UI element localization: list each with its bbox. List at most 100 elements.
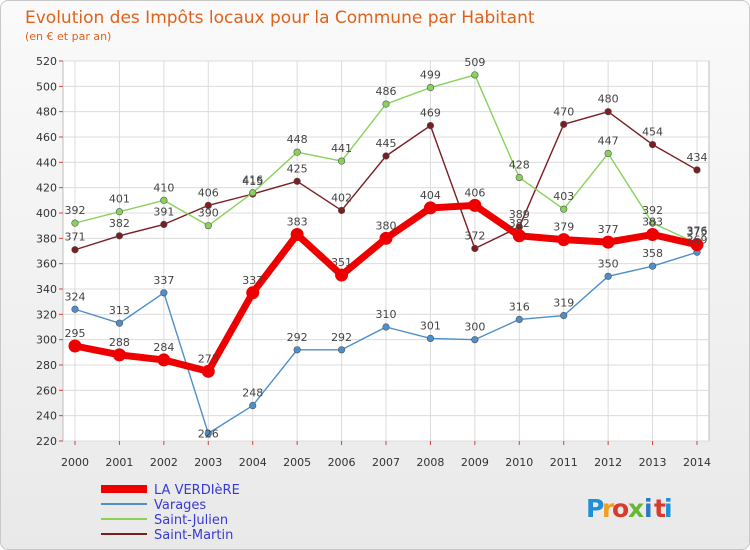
data-point	[115, 319, 124, 327]
data-label: 316	[509, 300, 530, 313]
data-label: 313	[109, 304, 130, 317]
data-point	[515, 315, 523, 324]
data-label: 375	[687, 226, 708, 239]
data-point	[337, 346, 346, 354]
data-label: 310	[376, 308, 397, 321]
data-point	[382, 152, 390, 160]
data-label: 469	[420, 107, 441, 120]
data-label: 383	[287, 216, 308, 229]
data-point	[293, 346, 301, 354]
data-point	[560, 312, 568, 320]
data-point	[335, 268, 349, 282]
data-label: 404	[420, 189, 441, 202]
x-tick-label: 2011	[550, 456, 578, 469]
data-point	[71, 219, 79, 227]
data-label: 447	[598, 134, 619, 147]
data-label: 403	[553, 190, 574, 203]
data-point	[648, 262, 657, 270]
data-point	[204, 201, 212, 209]
data-point	[426, 83, 435, 92]
data-label: 406	[198, 186, 219, 199]
data-point	[604, 272, 612, 280]
data-label: 337	[242, 274, 263, 287]
data-label: 406	[464, 186, 485, 199]
data-point	[160, 220, 168, 228]
logo-letter: r	[602, 494, 615, 523]
data-label: 470	[553, 105, 574, 118]
legend-label: Saint-Julien	[154, 513, 228, 528]
x-tick-label: 2005	[283, 456, 311, 469]
data-label: 337	[153, 274, 174, 287]
x-tick-label: 2010	[505, 456, 533, 469]
data-label: 292	[331, 331, 352, 344]
data-point	[201, 364, 215, 378]
x-tick-label: 2012	[594, 456, 622, 469]
data-label: 275	[198, 352, 219, 365]
data-point	[68, 339, 82, 353]
data-point	[604, 108, 612, 116]
y-tick-label: 380	[36, 232, 57, 245]
data-point	[337, 206, 346, 215]
data-point	[690, 238, 704, 252]
data-label: 379	[553, 221, 574, 234]
data-label: 392	[65, 204, 86, 217]
data-label: 371	[65, 231, 86, 244]
data-label: 416	[242, 174, 263, 187]
data-label: 350	[598, 257, 619, 270]
data-point	[426, 334, 435, 343]
data-label: 454	[642, 126, 663, 139]
data-point	[426, 121, 435, 130]
data-label: 410	[153, 181, 174, 194]
data-label: 391	[153, 205, 174, 218]
data-point	[246, 286, 260, 300]
data-point	[382, 100, 390, 108]
data-point	[112, 348, 126, 362]
y-tick-label: 240	[36, 410, 57, 423]
data-label: 372	[464, 229, 485, 242]
data-point	[249, 401, 257, 410]
data-point	[115, 208, 124, 216]
y-tick-label: 400	[36, 207, 57, 220]
legend-label: LA VERDIèRE	[154, 483, 240, 498]
data-label: 382	[109, 217, 130, 230]
x-tick-label: 2007	[372, 456, 400, 469]
data-label: 369	[687, 233, 708, 246]
data-label: 383	[642, 216, 663, 229]
y-tick-label: 460	[36, 131, 57, 144]
logo-letter: i	[664, 494, 673, 523]
logo-letter: t	[654, 494, 666, 523]
data-point	[160, 289, 168, 297]
x-tick-label: 2001	[105, 456, 133, 469]
data-point	[293, 148, 301, 156]
data-label: 380	[376, 219, 397, 232]
x-tick-label: 2013	[639, 456, 667, 469]
data-label: 248	[242, 387, 263, 400]
data-point	[379, 231, 393, 245]
x-tick-label: 2006	[328, 456, 356, 469]
y-tick-label: 300	[36, 334, 57, 347]
data-label: 392	[642, 204, 663, 217]
data-label: 376	[687, 224, 708, 237]
y-tick-label: 440	[36, 156, 57, 169]
x-tick-label: 2002	[150, 456, 178, 469]
data-label: 486	[376, 85, 397, 98]
y-tick-label: 260	[36, 384, 57, 397]
data-label: 351	[331, 256, 352, 269]
data-label: 389	[509, 208, 530, 221]
legend-label: Saint-Martin	[154, 528, 233, 543]
data-point	[71, 246, 79, 254]
data-point	[204, 429, 212, 438]
data-point	[648, 141, 657, 149]
data-point	[471, 336, 479, 344]
data-label: 441	[331, 142, 352, 155]
data-label: 390	[198, 207, 219, 220]
data-label: 402	[331, 191, 352, 204]
data-point	[471, 244, 479, 253]
data-label: 428	[509, 159, 530, 172]
data-point	[646, 228, 660, 242]
data-label: 382	[509, 217, 530, 230]
data-label: 324	[65, 290, 86, 303]
data-label: 445	[376, 137, 397, 150]
data-label: 401	[109, 193, 130, 206]
data-point	[115, 232, 124, 240]
